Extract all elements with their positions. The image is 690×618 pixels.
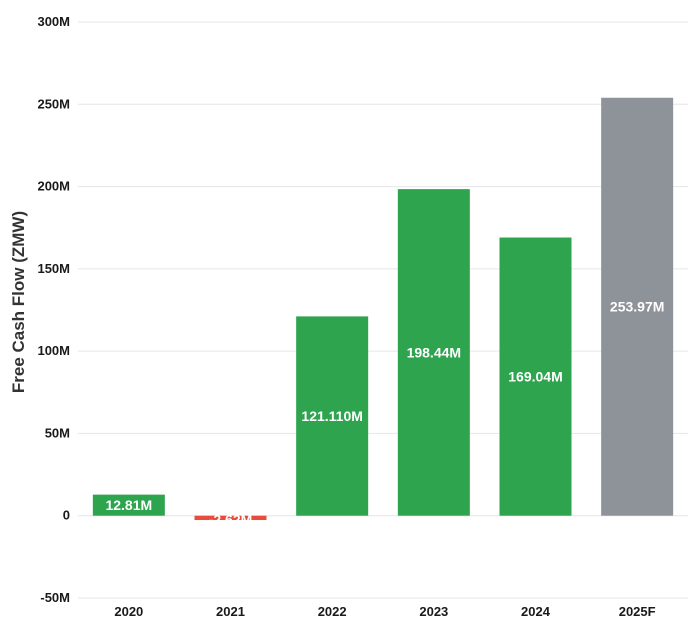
y-tick-label: 0 [63,508,70,523]
x-tick-label: 2022 [318,604,347,618]
y-tick-label: -50M [40,590,70,605]
y-tick-label: 150M [37,261,70,276]
grid-layer [78,21,688,599]
bar [499,237,572,516]
y-tick-label: 50M [45,425,70,440]
x-tick-label: 2025F [619,604,656,618]
y-axis-ticks: -50M 0 50M 100M 150M 200M 250M 300M [37,14,70,605]
data-label: 121.110M [301,408,363,424]
x-tick-label: 2023 [419,604,448,618]
y-tick-label: 250M [37,96,70,111]
bar [397,189,470,516]
bar-layer [92,97,674,521]
data-label: 169.04M [508,369,562,385]
x-tick-label: 2020 [114,604,143,618]
x-tick-label: 2024 [521,604,551,618]
y-axis-label: Free Cash Flow (ZMW) [9,211,28,393]
label-layer: 12.81M -2.62M 121.110M 198.44M 169.04M 253.97… [105,299,664,528]
bar [296,316,369,516]
bar [92,494,165,516]
data-label: 12.81M [105,497,152,513]
x-axis-ticks: 2020 2021 2022 2023 2024 2025F [114,604,655,618]
y-tick-label: 100M [37,343,70,358]
data-label: 253.97M [610,299,664,315]
y-tick-label: 200M [37,179,70,194]
bar [194,515,267,521]
data-label: 198.44M [407,344,461,360]
y-tick-label: 300M [37,14,70,29]
data-label: -2.62M [209,512,253,528]
x-tick-label: 2021 [216,604,245,618]
bar [601,97,674,516]
